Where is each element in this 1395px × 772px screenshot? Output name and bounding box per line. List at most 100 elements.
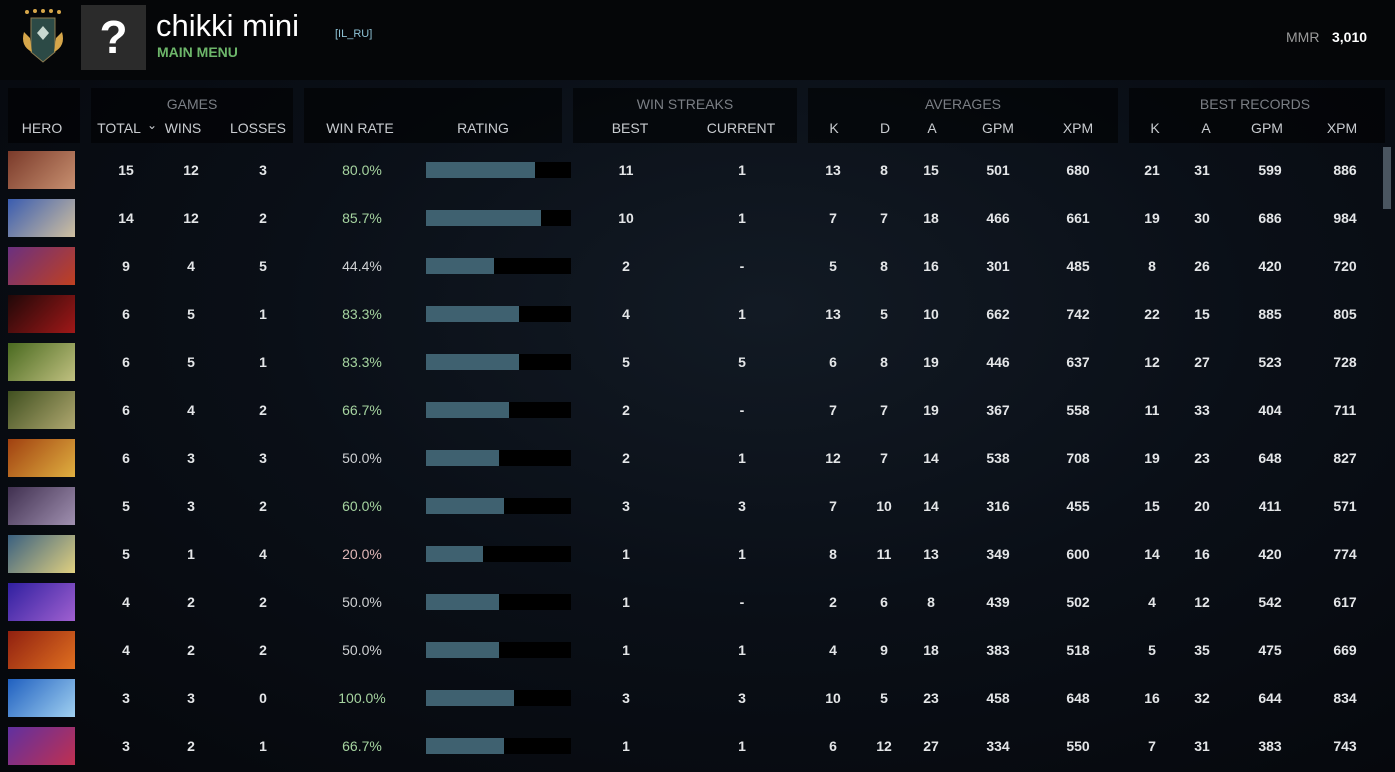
col-current-streak[interactable]: CURRENT xyxy=(706,120,776,136)
cell-win-rate: 60.0% xyxy=(342,498,382,514)
cell-d: 12 xyxy=(876,738,892,754)
col-best-a[interactable]: A xyxy=(1201,120,1211,136)
col-k[interactable]: K xyxy=(829,120,839,136)
cell-best-a: 23 xyxy=(1194,450,1210,466)
cell-a: 18 xyxy=(923,642,939,658)
avatar[interactable]: ? xyxy=(81,5,146,70)
cell-best: 2 xyxy=(622,258,630,274)
hero-portrait[interactable] xyxy=(8,439,75,477)
cell-best-a: 26 xyxy=(1194,258,1210,274)
col-losses[interactable]: LOSSES xyxy=(229,120,287,136)
cell-d: 8 xyxy=(880,258,888,274)
col-d[interactable]: D xyxy=(879,120,891,136)
cell-k: 13 xyxy=(825,306,841,322)
main-menu-link[interactable]: MAIN MENU xyxy=(157,44,238,60)
rating-bar xyxy=(426,210,571,226)
cell-best: 1 xyxy=(622,546,630,562)
cell-total: 9 xyxy=(122,258,130,274)
col-xpm[interactable]: XPM xyxy=(1062,120,1094,136)
cell-current: 1 xyxy=(738,450,746,466)
hero-portrait[interactable] xyxy=(8,199,75,237)
rating-bar xyxy=(426,162,571,178)
hero-portrait[interactable] xyxy=(8,247,75,285)
cell-a: 14 xyxy=(923,450,939,466)
games-group-title: GAMES xyxy=(166,96,218,112)
cell-losses: 1 xyxy=(259,738,267,754)
cell-best-a: 30 xyxy=(1194,210,1210,226)
player-name: chikki mini xyxy=(156,8,299,43)
hero-portrait[interactable] xyxy=(8,391,75,429)
cell-best-a: 15 xyxy=(1194,306,1210,322)
cell-best-gpm: 383 xyxy=(1258,738,1282,754)
cell-losses: 2 xyxy=(259,210,267,226)
hero-portrait[interactable] xyxy=(8,631,75,669)
cell-gpm: 538 xyxy=(986,450,1010,466)
cell-xpm: 742 xyxy=(1066,306,1090,322)
hero-portrait[interactable] xyxy=(8,151,75,189)
cell-win-rate: 83.3% xyxy=(342,354,382,370)
cell-best: 2 xyxy=(622,450,630,466)
cell-xpm: 600 xyxy=(1066,546,1090,562)
cell-best-gpm: 420 xyxy=(1258,546,1282,562)
cell-win-rate: 100.0% xyxy=(338,690,386,706)
col-rating[interactable]: RATING xyxy=(457,120,509,136)
cell-wins: 2 xyxy=(187,738,195,754)
win-streaks-group-title: WIN STREAKS xyxy=(636,96,734,112)
col-total[interactable]: TOTAL xyxy=(97,120,141,136)
rating-bar-fill xyxy=(426,738,505,754)
cell-gpm: 458 xyxy=(986,690,1010,706)
cell-best: 1 xyxy=(622,642,630,658)
col-best-k[interactable]: K xyxy=(1150,120,1160,136)
hero-portrait[interactable] xyxy=(8,295,75,333)
col-best-streak[interactable]: BEST xyxy=(611,120,649,136)
cell-best-a: 27 xyxy=(1194,354,1210,370)
col-a[interactable]: A xyxy=(927,120,937,136)
cell-best-gpm: 475 xyxy=(1258,642,1282,658)
col-best-xpm[interactable]: XPM xyxy=(1326,120,1358,136)
cell-total: 6 xyxy=(122,402,130,418)
cell-current: 1 xyxy=(738,738,746,754)
cell-losses: 4 xyxy=(259,546,267,562)
rating-bar xyxy=(426,738,571,754)
cell-d: 7 xyxy=(880,402,888,418)
cell-k: 12 xyxy=(825,450,841,466)
cell-best-xpm: 805 xyxy=(1333,306,1357,322)
hero-portrait[interactable] xyxy=(8,343,75,381)
cell-losses: 2 xyxy=(259,642,267,658)
rating-bar xyxy=(426,594,571,610)
col-wins[interactable]: WINS xyxy=(164,120,202,136)
cell-win-rate: 50.0% xyxy=(342,450,382,466)
scrollbar[interactable] xyxy=(1383,147,1391,209)
cell-d: 7 xyxy=(880,450,888,466)
cell-losses: 2 xyxy=(259,498,267,514)
rating-bar-fill xyxy=(426,402,509,418)
cell-best-gpm: 420 xyxy=(1258,258,1282,274)
col-gpm[interactable]: GPM xyxy=(982,120,1014,136)
hero-portrait[interactable] xyxy=(8,679,75,717)
cell-win-rate: 44.4% xyxy=(342,258,382,274)
cell-best-xpm: 571 xyxy=(1333,498,1357,514)
rating-bar-fill xyxy=(426,162,535,178)
cell-d: 5 xyxy=(880,306,888,322)
col-win-rate[interactable]: WIN RATE xyxy=(326,120,394,136)
col-best-gpm[interactable]: GPM xyxy=(1251,120,1283,136)
hero-portrait[interactable] xyxy=(8,583,75,621)
hero-portrait[interactable] xyxy=(8,487,75,525)
col-hero[interactable]: HERO xyxy=(21,120,63,136)
cell-a: 13 xyxy=(923,546,939,562)
cell-best-gpm: 885 xyxy=(1258,306,1282,322)
hero-portrait[interactable] xyxy=(8,535,75,573)
cell-xpm: 680 xyxy=(1066,162,1090,178)
hero-portrait[interactable] xyxy=(8,727,75,765)
cell-best-a: 31 xyxy=(1194,738,1210,754)
cell-win-rate: 66.7% xyxy=(342,402,382,418)
cell-losses: 3 xyxy=(259,162,267,178)
cell-gpm: 446 xyxy=(986,354,1010,370)
rating-bar-fill xyxy=(426,594,499,610)
sort-chevron-down-icon[interactable]: ⌄ xyxy=(146,118,158,132)
cell-wins: 4 xyxy=(187,258,195,274)
cell-a: 27 xyxy=(923,738,939,754)
cell-best-gpm: 404 xyxy=(1258,402,1282,418)
cell-current: - xyxy=(739,258,745,274)
cell-losses: 0 xyxy=(259,690,267,706)
